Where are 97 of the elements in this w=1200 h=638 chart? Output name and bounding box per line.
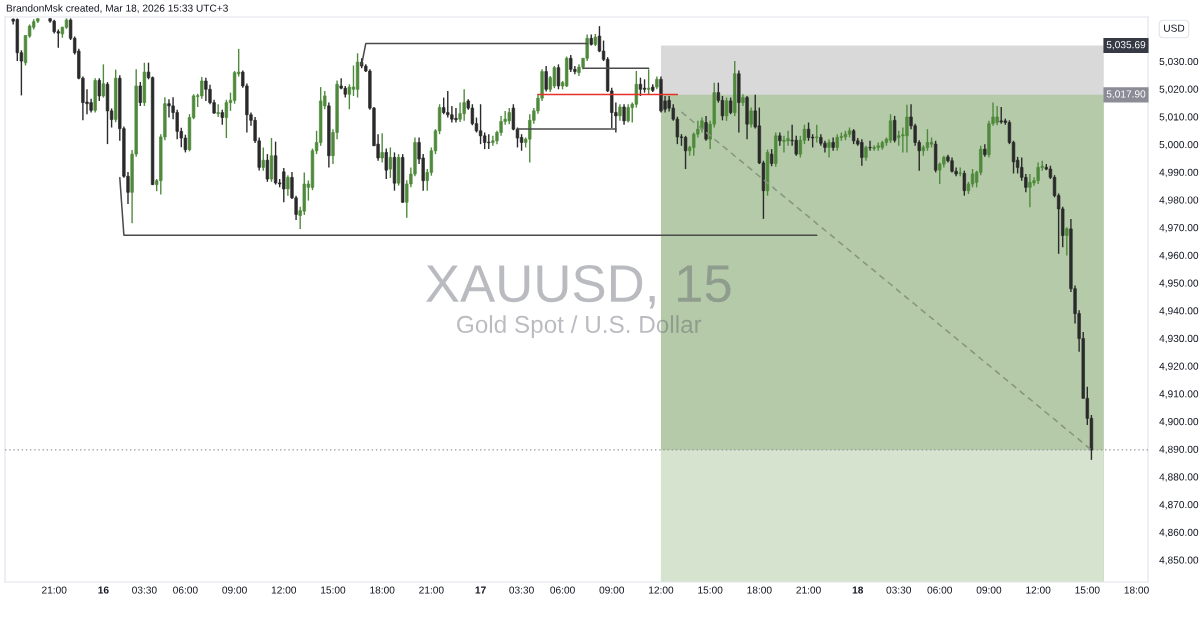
- x-tick-label: 09:00: [222, 586, 247, 594]
- annotation: 5,035.69: [1106, 41, 1146, 50]
- candlestick: [868, 140, 872, 152]
- x-tick-label: 06:00: [173, 586, 198, 594]
- text: BrandonMsk created, Mar 18, 2026 15:33 UTC+3: [6, 4, 228, 13]
- candlestick: [1028, 173, 1032, 208]
- candlestick: [782, 135, 786, 154]
- x-tick-label: 12:00: [1026, 586, 1051, 594]
- x-tick-label: 03:30: [886, 586, 912, 594]
- candlestick: [892, 115, 897, 144]
- candlestick: [925, 128, 930, 152]
- y-tick-label: 4,990.00: [1159, 168, 1199, 178]
- x-tick-label: 21:00: [419, 586, 444, 594]
- candlestick: [462, 88, 466, 122]
- candlestick: [216, 103, 220, 118]
- candlestick: [454, 107, 458, 124]
- y-tick-label: 4,880.00: [1159, 473, 1199, 482]
- x-tick-label: 18:00: [1124, 586, 1149, 594]
- y-tick-label: 4,940.00: [1159, 307, 1199, 316]
- candlestick: [638, 76, 643, 97]
- y-tick-label: 4,980.00: [1159, 196, 1199, 205]
- candlestick: [167, 98, 171, 119]
- candlestick: [450, 105, 454, 124]
- y-tick-label: 4,860.00: [1159, 528, 1199, 538]
- candlestick: [905, 104, 909, 154]
- candlestick: [347, 83, 352, 110]
- x-tick-label: 06:00: [550, 586, 575, 594]
- y-tick-label: 4,870.00: [1159, 501, 1199, 510]
- candlestick: [724, 96, 729, 122]
- candlestick: [1036, 161, 1040, 185]
- x-tick-label: 09:00: [599, 586, 625, 594]
- candlestick: [446, 90, 450, 119]
- candlestick: [556, 63, 561, 90]
- candlestick: [269, 137, 274, 183]
- candlestick: [101, 63, 106, 99]
- candlestick: [646, 68, 651, 95]
- candlestick: [224, 99, 229, 139]
- x-tick-label: 21:00: [42, 586, 67, 594]
- y-tick-label: 5,020.00: [1159, 85, 1199, 94]
- x-tick-label: 18: [852, 586, 864, 594]
- candlestick: [995, 105, 999, 126]
- candlestick: [388, 146, 393, 179]
- y-tick-label: 4,970.00: [1159, 224, 1199, 233]
- x-tick-label: 18:00: [747, 586, 772, 594]
- candlestick: [351, 64, 356, 97]
- candlestick: [827, 138, 831, 159]
- x-tick-label: 15:00: [321, 586, 346, 594]
- x-tick-label: 16: [98, 586, 109, 594]
- candlestick: [97, 77, 101, 102]
- y-tick-label: 5,000.00: [1159, 141, 1199, 150]
- y-tick-label: 4,900.00: [1159, 417, 1199, 427]
- candlestick: [962, 170, 966, 197]
- x-tick-label: 09:00: [976, 586, 1002, 594]
- x-tick-label: 18:00: [370, 586, 395, 594]
- candlestick: [860, 138, 864, 167]
- candlestick: [265, 153, 270, 183]
- candlestick: [286, 174, 290, 197]
- candlestick: [544, 65, 548, 93]
- annotation: 5,017.90: [1106, 90, 1146, 99]
- y-tick-label: 4,890.00: [1159, 445, 1199, 455]
- candlestick: [282, 167, 286, 203]
- y-tick-label: 5,030.00: [1159, 57, 1199, 67]
- candlestick: [970, 168, 975, 189]
- y-axis-title: USD: [1164, 24, 1185, 32]
- x-tick-label: 06:00: [927, 586, 953, 594]
- candlestick: [622, 103, 626, 126]
- candlestick: [626, 103, 630, 124]
- x-tick-label: 12:00: [271, 586, 297, 594]
- candlestick: [552, 65, 557, 89]
- x-tick-label: 17: [475, 586, 486, 594]
- candlestick: [872, 144, 876, 152]
- candlestick: [749, 106, 753, 129]
- candlestick: [380, 132, 384, 164]
- x-tick-label: 15:00: [698, 586, 723, 594]
- candlestick: [683, 135, 688, 170]
- x-tick-label: 03:30: [132, 586, 157, 594]
- candlestick: [491, 135, 495, 147]
- candlestick: [704, 115, 708, 142]
- x-tick-label: 12:00: [649, 586, 674, 594]
- y-tick-label: 4,960.00: [1159, 251, 1199, 261]
- x-tick-label: 03:30: [509, 586, 534, 594]
- candlestick: [888, 113, 893, 144]
- candlestick: [384, 147, 388, 180]
- x-tick-label: 15:00: [1075, 586, 1100, 594]
- y-tick-label: 4,920.00: [1159, 362, 1199, 371]
- y-tick-label: 5,010.00: [1159, 113, 1199, 122]
- y-tick-label: 4,850.00: [1159, 556, 1199, 565]
- y-tick-label: 4,950.00: [1159, 279, 1199, 288]
- candlestick: [261, 146, 265, 172]
- candlestick: [204, 76, 208, 102]
- candlestick: [138, 81, 142, 107]
- candlestick: [1065, 226, 1069, 257]
- candlestick: [478, 103, 483, 145]
- x-tick-label: 21:00: [796, 586, 821, 594]
- y-tick-label: 4,930.00: [1159, 334, 1199, 344]
- candlestick: [200, 76, 204, 100]
- y-tick-label: 4,910.00: [1159, 390, 1199, 399]
